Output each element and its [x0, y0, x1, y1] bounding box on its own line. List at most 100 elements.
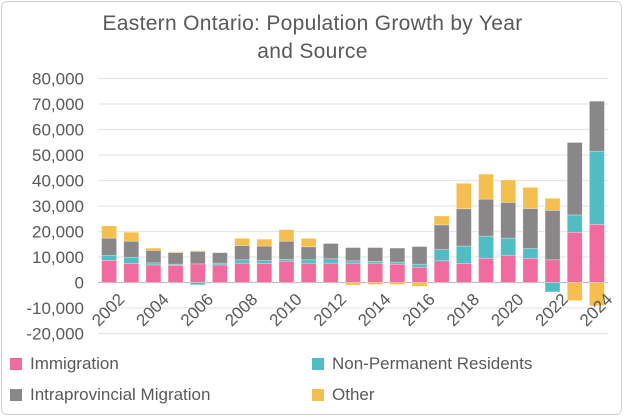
x-tick-label: 2004: [133, 290, 173, 330]
legend-item-intraprovincial-migration: Intraprovincial Migration: [10, 385, 210, 405]
bar-intraprovincial-migration-2005: [167, 252, 184, 265]
bar-intraprovincial-migration-2020: [500, 202, 517, 239]
bar-immigration-2017: [433, 260, 450, 283]
legend-label-intraprovincial-migration: Intraprovincial Migration: [30, 385, 211, 404]
legend-swatch-immigration: [10, 358, 22, 370]
bar-immigration-2018: [456, 263, 472, 283]
bar-non-permanent-residents-2024: [589, 150, 605, 225]
bar-other-2022: [544, 198, 561, 211]
bar-immigration-2007: [212, 264, 228, 283]
bar-intraprovincial-migration-2004: [145, 250, 162, 264]
bar-other-2018: [456, 183, 472, 210]
bar-other-2019: [478, 173, 494, 200]
bar-non-permanent-residents-2011: [300, 259, 317, 264]
bar-non-permanent-residents-2002: [101, 255, 117, 261]
bar-immigration-2019: [478, 257, 494, 283]
bar-other-2004: [145, 247, 162, 251]
bar-non-permanent-residents-2019: [478, 235, 494, 259]
bar-other-2016: [411, 282, 428, 287]
chart-title: Eastern Ontario: Population Growth by Ye…: [0, 10, 625, 66]
bar-non-permanent-residents-2006: [189, 282, 206, 286]
y-tick-label: 40,000: [32, 172, 84, 191]
y-tick-label: 30,000: [32, 197, 84, 216]
bar-intraprovincial-migration-2016: [411, 246, 428, 265]
bar-other-2003: [123, 231, 140, 242]
bar-immigration-2015: [389, 263, 406, 283]
bar-other-2005: [167, 251, 184, 253]
y-tick-label: 70,000: [32, 95, 84, 114]
legend-swatch-non-permanent-residents: [312, 358, 324, 370]
bar-immigration-2011: [300, 262, 317, 283]
y-tick-label: 60,000: [32, 121, 84, 140]
legend-item-immigration: Immigration: [10, 354, 119, 374]
bar-immigration-2008: [234, 262, 250, 283]
y-tick-label: 0: [75, 274, 84, 293]
bar-immigration-2023: [566, 231, 583, 283]
bar-immigration-2024: [589, 224, 605, 283]
bar-immigration-2010: [278, 260, 295, 283]
bar-immigration-2014: [367, 262, 383, 283]
bar-intraprovincial-migration-2018: [456, 208, 472, 247]
legend-swatch-intraprovincial-migration: [10, 389, 22, 401]
x-tick-label: 2022: [532, 290, 572, 330]
bar-immigration-2022: [544, 259, 561, 283]
bar-other-2002: [101, 225, 117, 239]
legend-label-other: Other: [332, 385, 375, 404]
bar-intraprovincial-migration-2012: [323, 243, 339, 260]
bar-other-2024: [589, 282, 605, 307]
bar-non-permanent-residents-2020: [500, 237, 517, 256]
bar-immigration-2016: [411, 266, 428, 283]
bar-immigration-2021: [522, 257, 539, 283]
x-tick-label: 2002: [88, 290, 128, 330]
bar-immigration-2013: [345, 262, 361, 283]
bar-immigration-2009: [256, 263, 273, 283]
bar-intraprovincial-migration-2006: [189, 251, 206, 265]
legend-label-immigration: Immigration: [30, 354, 119, 373]
bar-immigration-2012: [323, 262, 339, 283]
bar-non-permanent-residents-2012: [323, 258, 339, 264]
bar-intraprovincial-migration-2007: [212, 252, 228, 264]
bar-intraprovincial-migration-2011: [300, 246, 317, 261]
x-tick-label: 2012: [310, 290, 350, 330]
x-tick-label: 2016: [399, 290, 439, 330]
bar-intraprovincial-migration-2015: [389, 247, 406, 263]
bar-other-2006: [189, 250, 206, 252]
y-tick-label: 20,000: [32, 223, 84, 242]
bar-non-permanent-residents-2018: [456, 245, 472, 264]
bar-other-2015: [389, 282, 406, 285]
bar-other-2009: [256, 238, 273, 247]
bar-intraprovincial-migration-2010: [278, 240, 295, 260]
bar-immigration-2020: [500, 254, 517, 283]
bar-other-2010: [278, 229, 295, 242]
bar-non-permanent-residents-2015: [389, 261, 406, 265]
bar-intraprovincial-migration-2023: [566, 142, 583, 216]
bar-other-2013: [345, 282, 361, 286]
legend-label-non-permanent-residents: Non-Permanent Residents: [332, 354, 533, 373]
y-tick-label: 80,000: [32, 70, 84, 89]
bar-other-2020: [500, 179, 517, 203]
legend-item-non-permanent-residents: Non-Permanent Residents: [312, 354, 532, 374]
bar-other-2008: [234, 238, 250, 246]
bar-non-permanent-residents-2017: [433, 249, 450, 262]
bar-intraprovincial-migration-2003: [123, 240, 140, 258]
bar-non-permanent-residents-2016: [411, 263, 428, 268]
bar-intraprovincial-migration-2009: [256, 245, 273, 261]
bar-other-2011: [300, 238, 317, 248]
bar-intraprovincial-migration-2017: [433, 224, 450, 250]
bar-immigration-2006: [189, 263, 206, 283]
bar-non-permanent-residents-2022: [544, 282, 561, 293]
bar-non-permanent-residents-2021: [522, 248, 539, 259]
bar-intraprovincial-migration-2019: [478, 198, 494, 237]
x-tick-label: 2006: [177, 290, 217, 330]
bar-immigration-2002: [101, 260, 117, 283]
y-tick-label: -10,000: [26, 299, 84, 318]
bar-intraprovincial-migration-2014: [367, 247, 383, 262]
chart-title-line-2: and Source: [257, 40, 368, 63]
y-tick-label: 50,000: [32, 146, 84, 165]
bar-non-permanent-residents-2023: [566, 214, 583, 233]
bar-intraprovincial-migration-2002: [101, 237, 117, 256]
bar-immigration-2004: [145, 264, 162, 283]
bar-immigration-2003: [123, 263, 140, 283]
bar-other-2017: [433, 215, 450, 226]
